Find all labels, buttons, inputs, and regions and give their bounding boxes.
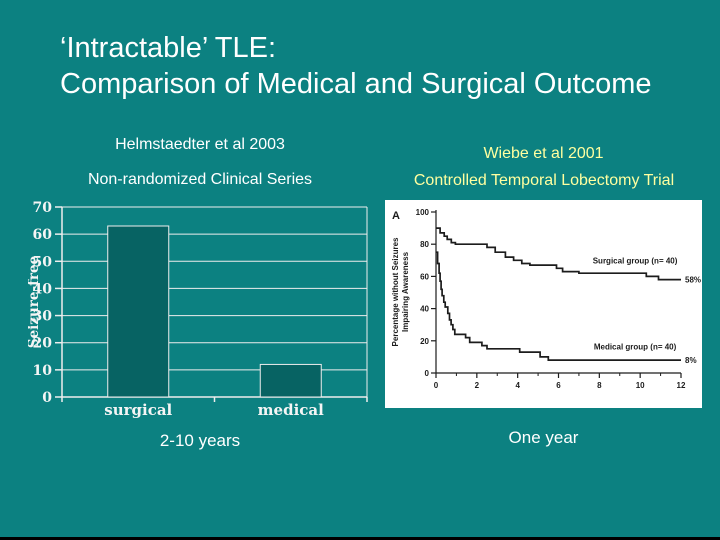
y-tick-label-40: 40 [33, 281, 53, 297]
slide-title-line1: ‘Intractable’ TLE: [60, 32, 276, 64]
km-y-axis-title-line2: Impairing Awareness [401, 251, 410, 332]
km-y-tick-label-80: 80 [420, 240, 429, 249]
series-label-surgical: Surgical group (n= 40) [593, 257, 678, 266]
category-label-medical: medical [258, 401, 324, 419]
end-label-surgical: 58% [685, 276, 701, 285]
right-panel-caption: One year [508, 428, 579, 447]
slide-title: ‘Intractable’ TLE: Comparison of Medical… [60, 30, 700, 102]
km-x-tick-label-4: 4 [515, 381, 520, 390]
km-x-tick-label-8: 8 [597, 381, 602, 390]
km-y-tick-label-0: 0 [425, 369, 430, 378]
km-x-tick-label-12: 12 [677, 381, 686, 390]
km-x-tick-label-0: 0 [434, 381, 439, 390]
y-tick-label-30: 30 [33, 309, 53, 325]
left-panel-subheading: Non-randomized Clinical Series [87, 171, 313, 188]
right-panel-heading: Wiebe et al 2001 [483, 145, 604, 162]
right-panel-subheading: Controlled Temporal Lobectomy Trial [413, 172, 675, 189]
curve-surgical [436, 227, 681, 281]
km-x-tick-label-6: 6 [556, 381, 561, 390]
y-tick-label-60: 60 [33, 227, 53, 243]
slide-title-line2: Comparison of Medical and Surgical Outco… [60, 68, 652, 100]
bar-chart-seizure-free: 0 10 20 30 40 50 60 70 surgical medical Seizure-fr… [28, 196, 380, 428]
panel-letter: A [392, 210, 400, 222]
bar-chart-svg: 0 10 20 30 40 50 60 70 surgical medical Seizure-fr… [28, 200, 368, 419]
left-panel-caption: 2-10 years [159, 431, 241, 450]
surgical-bar [107, 225, 170, 398]
km-y-axis-title-line1: Percentage without Seizures [391, 237, 400, 346]
medical-bar [259, 363, 322, 398]
y-tick-label-70: 70 [33, 200, 53, 216]
km-y-tick-label-40: 40 [420, 305, 429, 314]
slide-bottom-border [0, 537, 720, 540]
category-label-surgical: surgical [104, 401, 172, 419]
y-tick-label-10: 10 [33, 363, 53, 379]
y-tick-label-20: 20 [33, 336, 53, 352]
curve-medical [436, 251, 681, 361]
km-y-tick-label-20: 20 [420, 337, 429, 346]
left-panel-heading: Helmstaedter et al 2003 [115, 136, 285, 153]
km-chart-svg: A 0 20 40 60 80 100 0 2 4 6 8 10 12 Surgical group (n=… [391, 208, 701, 390]
km-x-tick-label-10: 10 [636, 381, 645, 390]
y-tick-label-0: 0 [42, 390, 52, 406]
km-x-tick-label-2: 2 [475, 381, 480, 390]
kaplan-meier-chart-panel: A 0 20 40 60 80 100 0 2 4 6 8 10 12 Surgical group (n=… [385, 200, 702, 408]
series-label-medical: Medical group (n= 40) [594, 343, 677, 352]
y-axis-title: Seizure-free [28, 256, 42, 348]
km-y-tick-label-60: 60 [420, 272, 429, 281]
y-tick-label-50: 50 [33, 254, 53, 270]
end-label-medical: 8% [685, 356, 697, 365]
km-y-tick-label-100: 100 [416, 208, 430, 217]
